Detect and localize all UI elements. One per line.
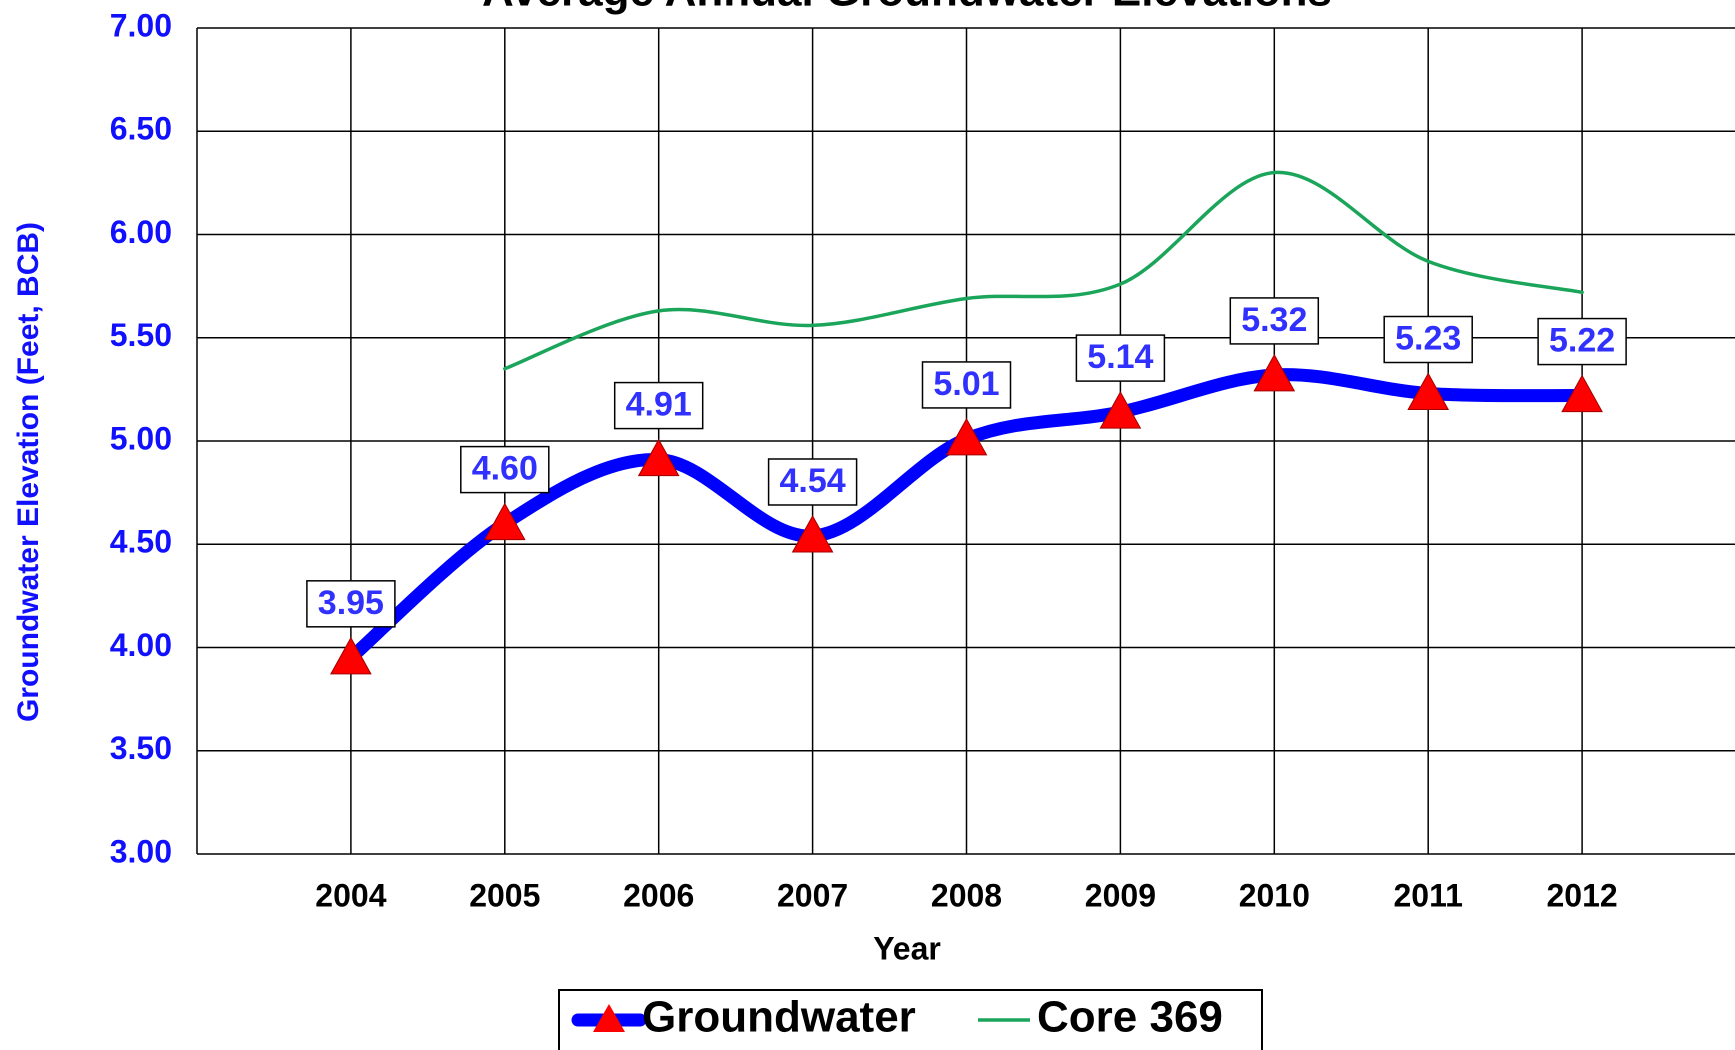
marker [1407, 372, 1450, 411]
legend-label: Core 369 [1037, 993, 1223, 1042]
x-tick-label: 2004 [315, 877, 386, 913]
y-tick-label: 4.50 [110, 524, 172, 560]
y-tick-label: 6.50 [110, 111, 172, 147]
marker [945, 417, 988, 456]
series-line [344, 368, 1589, 665]
marker [1253, 353, 1296, 392]
marker [791, 514, 834, 553]
chart-title: Average Annual Groundwater Elevations [482, 0, 1332, 16]
x-tick-label: 2010 [1239, 877, 1310, 913]
data-label-box [1229, 297, 1320, 345]
data-label-box [1383, 315, 1473, 364]
y-tick-label: 5.50 [110, 317, 172, 353]
marker [1099, 391, 1142, 429]
x-tick-label: 2005 [469, 877, 540, 913]
data-label: 5.14 [1087, 338, 1153, 376]
y-axis-label: Groundwater Elevation (Feet, BCB) [12, 222, 45, 722]
data-label-box [1537, 317, 1627, 366]
data-label: 5.22 [1549, 322, 1615, 360]
data-label: 4.60 [472, 450, 538, 488]
y-tick-label: 3.00 [110, 833, 172, 869]
x-axis-label: Year [873, 930, 941, 966]
data-label: 5.23 [1395, 319, 1461, 357]
data-label-box [1075, 334, 1166, 382]
y-tick-label: 6.00 [110, 214, 172, 250]
x-tick-label: 2007 [777, 877, 848, 913]
data-label-box [767, 458, 858, 506]
x-tick-label: 2011 [1393, 877, 1462, 913]
x-tick-label: 2008 [931, 877, 1002, 913]
data-label-box [921, 361, 1012, 409]
data-label: 5.32 [1241, 301, 1307, 339]
x-tick-label: 2009 [1085, 877, 1156, 913]
marker [483, 502, 526, 541]
data-label: 3.95 [318, 584, 384, 622]
marker [637, 438, 680, 477]
data-label: 4.91 [626, 386, 692, 424]
legend-marker [593, 1004, 625, 1032]
y-tick-label: 5.00 [110, 420, 172, 456]
y-tick-label: 4.00 [110, 627, 172, 663]
y-tick-label: 3.50 [110, 730, 172, 766]
data-label-box [613, 381, 704, 430]
legend-label: Groundwater [642, 993, 916, 1042]
marker [1561, 374, 1603, 413]
data-label: 4.54 [780, 462, 846, 500]
x-tick-label: 2012 [1547, 877, 1618, 913]
marker [330, 636, 372, 675]
data-label: 5.01 [933, 365, 999, 403]
y-tick-label: 7.00 [110, 7, 172, 43]
data-label-box [306, 580, 396, 628]
x-tick-label: 2006 [623, 877, 694, 913]
legend-box [558, 989, 1263, 1050]
series-line [503, 170, 1584, 371]
data-label-box [460, 445, 550, 494]
